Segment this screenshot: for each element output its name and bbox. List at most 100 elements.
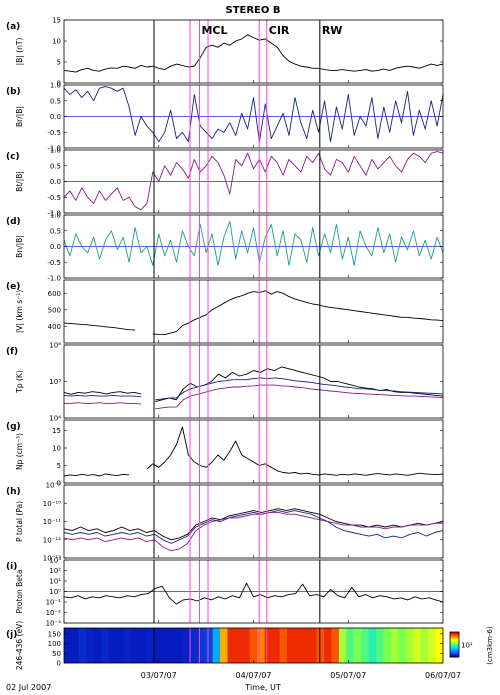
- x-tick-label: 05/07/07: [330, 671, 366, 680]
- colorbar-segment: [450, 654, 459, 657]
- y-tick-label: 10⁰: [49, 588, 61, 596]
- series-line: [63, 86, 444, 143]
- heatmap-cell: [234, 628, 243, 663]
- heatmap-cell: [413, 628, 422, 663]
- heatmap-cell: [294, 628, 303, 663]
- y-tick-label: 10⁶: [49, 342, 61, 350]
- figure-title: STEREO B: [226, 5, 281, 16]
- panel-frame: [63, 484, 444, 559]
- heatmap-cell: [168, 628, 176, 663]
- colorbar-segment: [450, 640, 459, 642]
- heatmap-cell: [435, 628, 444, 663]
- colorbar-segment: [450, 646, 459, 649]
- heatmap-cell: [383, 628, 392, 663]
- y-tick-label: 0: [57, 80, 61, 88]
- colorbar-segment: [450, 641, 459, 643]
- y-tick-label: 5: [57, 59, 61, 67]
- colorbar-segment: [450, 652, 459, 655]
- panel-letter: (d): [6, 217, 21, 227]
- panel-letter: (e): [6, 282, 20, 292]
- heatmap-cell: [138, 628, 147, 663]
- colorbar-segment: [450, 647, 459, 650]
- series-line: [63, 290, 444, 336]
- heatmap-cell: [390, 628, 399, 663]
- y-tick-label: 10⁻¹: [46, 599, 62, 607]
- heatmap-cell: [249, 628, 258, 663]
- heatmap-cell: [242, 628, 251, 663]
- panel-frame: [63, 419, 444, 484]
- colorbar-segment: [450, 643, 459, 645]
- series-line: [63, 34, 444, 73]
- heatmap-cell: [301, 628, 310, 663]
- y-axis-label: Br/|B|: [15, 106, 24, 127]
- event-label-cir: CIR: [269, 24, 290, 37]
- colorbar-label: (cm3km-6): [486, 626, 494, 665]
- panel-j: 10¹ (cm3km-6) 0 50 100 150 (j)246-436 (eV): [6, 621, 494, 670]
- heatmap-cell: [368, 628, 377, 663]
- y-axis-label: Proton Beta: [15, 570, 24, 614]
- panel-a: 0 5 10 15 (a) |B| (nT): [6, 17, 444, 88]
- series-line: [63, 511, 443, 552]
- heatmap-cell: [309, 628, 318, 663]
- series-line: [63, 151, 444, 211]
- y-tick-label: 10²: [49, 567, 61, 575]
- heatmap-cell: [86, 628, 95, 663]
- heatmap-cell: [279, 628, 288, 663]
- panel-letter: (f): [6, 347, 18, 357]
- y-tick-label: 10⁴: [49, 415, 61, 423]
- heatmap-cell: [220, 628, 228, 663]
- heatmap-cell: [376, 628, 385, 663]
- y-tick-label: -1.0: [47, 210, 61, 218]
- y-axis-label: P total (Pa): [15, 501, 24, 542]
- series-line: [63, 426, 444, 477]
- y-tick-label: -0.5: [47, 259, 61, 267]
- x-axis-label: Time, UT: [244, 683, 281, 692]
- heatmap-cell: [428, 628, 437, 663]
- heatmap-cell: [130, 628, 139, 663]
- series-line: [63, 508, 444, 541]
- y-tick-label: -1.0: [47, 275, 61, 283]
- panel-letter: (j): [6, 630, 17, 640]
- colorbar-segment: [450, 633, 459, 635]
- heatmap-cell: [145, 628, 154, 663]
- panel-letter: (c): [6, 152, 20, 162]
- y-tick-label: 5: [57, 462, 61, 470]
- y-tick-label: 10: [52, 38, 61, 46]
- heatmap-cell: [405, 628, 414, 663]
- heatmap-cell: [116, 628, 124, 663]
- heatmap-cell: [272, 628, 281, 663]
- heatmap-cell: [175, 628, 184, 663]
- y-axis-label: |B| (nT): [15, 38, 24, 66]
- heatmap-cell: [182, 628, 191, 663]
- colorbar-segment: [450, 653, 459, 656]
- y-tick-label: 0.0: [50, 113, 61, 121]
- panel-h: 10⁻¹³ 10⁻¹² 10⁻¹¹ 10⁻¹⁰ 10⁻⁹ (h) P total (Pa): [6, 482, 444, 563]
- y-tick-label: -1.0: [47, 145, 61, 153]
- heatmap-cell: [93, 628, 102, 663]
- colorbar-segment: [450, 642, 459, 644]
- panel-letter: (g): [6, 422, 21, 432]
- heatmap-cell: [346, 628, 355, 663]
- heatmap-cell: [361, 628, 370, 663]
- colorbar-segment: [450, 645, 459, 647]
- colorbar-frame: [449, 631, 460, 658]
- y-tick-label: 150: [48, 630, 61, 638]
- event-label-mcl: MCL: [201, 24, 227, 37]
- y-tick-label: 10⁵: [49, 378, 61, 386]
- panel-i: 10⁻³ 10⁻² 10⁻¹ 10⁰ 10¹ 10² 10³ (i)Proton Beta: [6, 557, 444, 628]
- panel-letter: (b): [6, 87, 21, 97]
- panel-frame: [63, 19, 444, 84]
- heatmap-cell: [212, 628, 221, 663]
- y-tick-label: 10³: [49, 557, 61, 565]
- colorbar-tick-label: 10¹: [461, 642, 473, 650]
- y-tick-label: 15: [52, 427, 61, 435]
- y-tick-label: 10⁻²: [46, 609, 62, 617]
- heatmap-cell: [197, 628, 206, 663]
- start-date-label: 02 Jul 2007: [6, 683, 51, 692]
- series-line: [63, 220, 444, 266]
- heatmap-cell: [257, 628, 266, 663]
- colorbar-segment: [450, 649, 459, 652]
- heatmap-cell: [264, 628, 273, 663]
- y-axis-label: Bt/|B|: [15, 171, 24, 192]
